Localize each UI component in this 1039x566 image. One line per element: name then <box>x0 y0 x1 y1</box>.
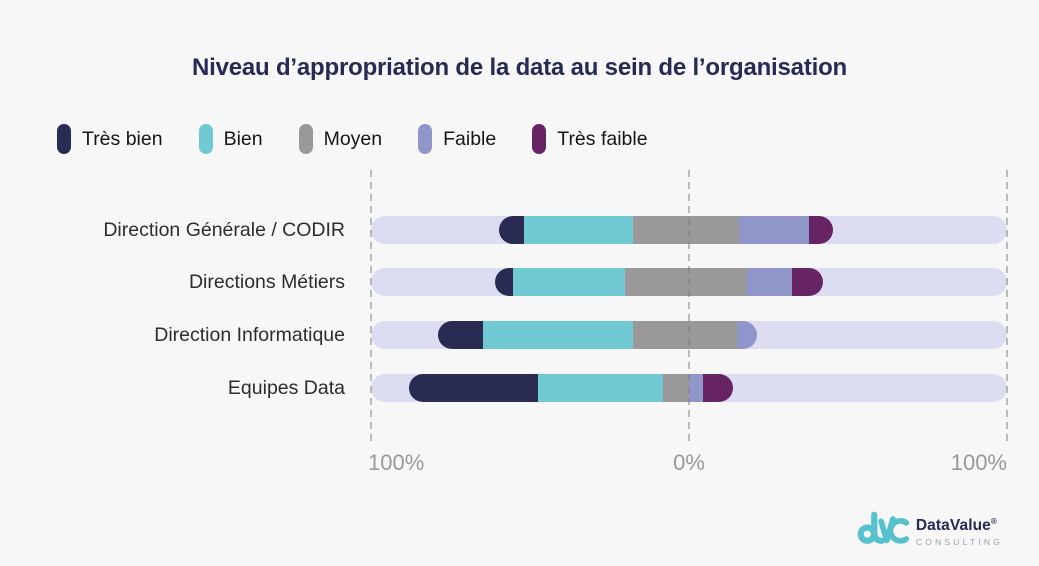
row-label: Direction Générale / CODIR <box>103 219 345 241</box>
axis-tick-center: 0% <box>673 450 705 475</box>
tres-bien-swatch-icon <box>57 124 71 154</box>
faible-swatch-icon <box>418 124 433 154</box>
axis-tick-right: 100% <box>950 450 1007 475</box>
row-label: Directions Métiers <box>188 271 345 293</box>
bar-track <box>371 216 1007 244</box>
segment-faible <box>739 216 810 244</box>
registered-mark: ® <box>990 516 997 526</box>
segment-bien <box>513 268 626 296</box>
chart-title: Niveau d’appropriation de la data au sei… <box>192 54 847 81</box>
moyen-swatch-icon <box>298 124 313 154</box>
datavalue-logo: DataValue® CONSULTING <box>857 509 1003 552</box>
logo-text: DataValue® CONSULTING <box>916 514 1003 547</box>
row-label: Equipes Data <box>227 377 345 399</box>
legend-label: Faible <box>443 128 497 150</box>
segment-tres-bien <box>408 374 538 402</box>
legend-item-moyen: Moyen <box>298 124 383 154</box>
segment-tres-bien <box>438 321 484 349</box>
logo-tagline: CONSULTING <box>915 537 1003 548</box>
bar-stack <box>499 216 833 244</box>
gridline-right-100 <box>1006 170 1008 442</box>
legend-label: Bien <box>223 128 263 150</box>
bien-swatch-icon <box>198 124 213 154</box>
axis-tick-left: 100% <box>368 450 425 475</box>
segment-tres-faible <box>702 374 733 402</box>
legend-item-faible: Faible <box>418 124 496 154</box>
bar-track <box>371 321 1007 349</box>
segment-faible <box>737 321 758 349</box>
segment-faible <box>747 268 793 296</box>
segment-bien <box>483 321 634 349</box>
bar-stack <box>495 268 824 296</box>
bar-track <box>371 268 1007 296</box>
logo-brand-name: DataValue® <box>915 516 997 535</box>
segment-tres-faible <box>809 216 833 244</box>
bar-stack <box>438 321 758 349</box>
legend-item-tres-faible: Très faible <box>532 124 648 154</box>
segment-moyen <box>633 321 738 349</box>
legend-label: Moyen <box>323 128 383 150</box>
legend-item-tres-bien: Très bien <box>57 124 163 154</box>
segment-tres-faible <box>792 268 824 296</box>
gridline-left-100 <box>370 170 372 442</box>
segment-moyen <box>633 216 740 244</box>
legend-label: Très faible <box>557 128 648 150</box>
segment-moyen <box>662 374 689 402</box>
bar-track <box>371 374 1007 402</box>
row-label: Direction Informatique <box>154 324 345 346</box>
segment-tres-bien <box>499 216 525 244</box>
bar-stack <box>408 374 733 402</box>
segment-moyen <box>625 268 748 296</box>
legend-label: Très bien <box>82 128 163 150</box>
dvc-logo-icon <box>857 509 910 552</box>
tres-faible-swatch-icon <box>532 124 547 154</box>
legend: Très bien Bien Moyen Faible Très faible <box>57 124 648 154</box>
segment-faible <box>688 374 703 402</box>
segment-bien <box>524 216 634 244</box>
segment-tres-bien <box>495 268 514 296</box>
legend-item-bien: Bien <box>198 124 263 154</box>
segment-bien <box>537 374 663 402</box>
